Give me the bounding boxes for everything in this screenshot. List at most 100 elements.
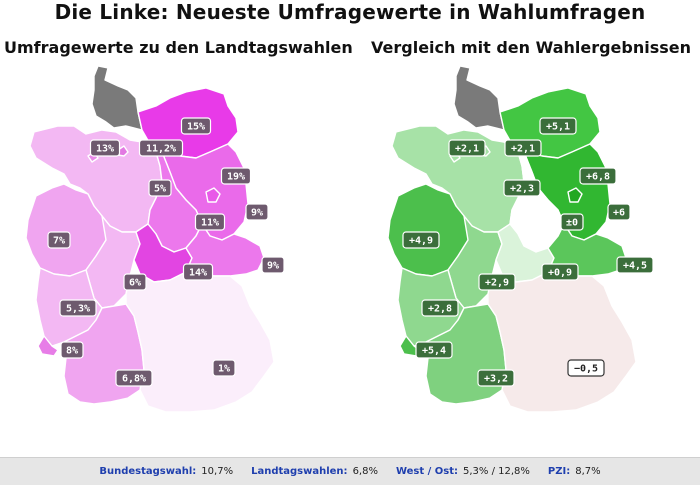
left-label-bremen: 11,2% [138,139,184,157]
left-label-sachsen: 9% [261,256,285,274]
right-label-text: +2,9 [485,278,509,289]
right-label-bg [560,213,584,231]
right-label-nordrhein-westfalen: +4,9 [402,231,440,249]
right-germany-map: +5,1 +2,1 +2,1 +2,3 +6,8 +6 ±0 +4,9 +2,9 +0,9 +4,5… [387,65,654,413]
right-label-bg [539,117,577,135]
right-label-hamburg: +2,1 [448,139,486,157]
right-label-text: +5,1 [546,122,570,133]
right-label-bg [415,341,453,359]
right-label-bremen: +2,1 [504,139,542,157]
right-label-bg [402,231,440,249]
left-label-text: 1% [218,364,230,375]
left-label-bg [245,203,269,221]
right-label-rheinland-pfalz: +2,8 [421,299,459,317]
left-label-bg [182,263,214,281]
left-label-baden-wuerttemberg: 6,8% [115,369,153,387]
right-label-niedersachsen: +2,3 [503,179,541,197]
right-label-text: +6,8 [586,172,610,183]
left-label-sachsen-anhalt: 11% [194,213,226,231]
left-label-bg [59,299,97,317]
footer-west-ost: West / Ost: 5,3% / 12,8% [396,466,530,477]
left-label-bayern: 1% [212,359,236,377]
left-state-berlin [205,187,221,203]
bundestagswahl-value: 10,7% [201,466,234,477]
right-label-bg [541,263,579,281]
landtagswahlen-value: 6,8% [352,466,378,477]
right-label-baden-wuerttemberg: +3,2 [477,369,515,387]
right-label-text: +0,9 [548,268,572,279]
right-label-bg [607,203,631,221]
left-label-bg [138,139,184,157]
right-state-bayern [487,271,637,413]
left-state-saarland [37,335,59,357]
right-state-schleswig-holstein [453,65,505,131]
pzi-label: PZI: [547,466,571,477]
right-label-mecklenburg-vorpommern: +5,1 [539,117,577,135]
left-map-subtitle: Umfragewerte zu den Landtagswahlen [4,38,353,57]
left-label-text: 14% [189,268,207,279]
right-state-berlin [567,187,583,203]
right-label-text: +2,1 [511,144,535,155]
right-label-bg [616,256,654,274]
right-label-text: +4,5 [623,261,647,272]
left-label-text: 5% [154,184,166,195]
left-state-bayern [125,271,275,413]
pzi-value: 8,7% [575,466,601,477]
right-label-bg [503,179,541,197]
left-label-thueringen: 14% [182,263,214,281]
left-label-bg [148,179,172,197]
left-label-text: 8% [66,346,78,357]
right-label-text: +4,9 [409,236,433,247]
right-label-text: +5,4 [422,346,446,357]
landtagswahlen-label: Landtagswahlen: [251,466,348,477]
left-label-hessen: 6% [123,273,147,291]
left-label-bg [60,341,84,359]
left-label-text: 6% [129,278,141,289]
left-label-hamburg: 13% [89,139,121,157]
right-label-text: +2,8 [428,304,452,315]
right-label-text: +2,3 [510,184,534,195]
left-label-bg [194,213,226,231]
left-label-text: 5,3% [66,304,90,315]
left-label-rheinland-pfalz: 5,3% [59,299,97,317]
right-label-bg [504,139,542,157]
right-map-subtitle: Vergleich mit den Wahlergebnissen [371,38,692,57]
left-label-text: 6,8% [122,374,146,385]
right-label-bg [478,273,516,291]
right-label-bayern: −0,5 [567,359,605,377]
left-label-text: 11,2% [146,144,176,155]
right-label-saarland: +5,4 [415,341,453,359]
footer-landtagswahlen: Landtagswahlen: 6,8% [251,466,378,477]
right-label-bg [421,299,459,317]
left-label-text: 13% [96,144,114,155]
left-label-bg [47,231,71,249]
right-label-bg [448,139,486,157]
left-label-bg [180,117,212,135]
left-label-niedersachsen: 5% [148,179,172,197]
right-label-hessen: +2,9 [478,273,516,291]
right-label-berlin: +6 [607,203,631,221]
right-label-brandenburg: +6,8 [579,167,617,185]
west-ost-label: West / Ost: [395,466,459,477]
right-label-sachsen-anhalt: ±0 [560,213,584,231]
right-label-sachsen: +4,5 [616,256,654,274]
left-label-bg [212,359,236,377]
left-label-bg [220,167,252,185]
right-label-bg [477,369,515,387]
bundestagswahl-label: Bundestagswahl: [99,466,197,477]
left-label-saarland: 8% [60,341,84,359]
left-label-text: 9% [251,208,263,219]
left-label-nordrhein-westfalen: 7% [47,231,71,249]
right-label-text: ±0 [566,218,578,229]
right-label-text: +2,1 [455,144,479,155]
left-label-text: 7% [53,236,65,247]
right-label-thueringen: +0,9 [541,263,579,281]
right-label-text: +3,2 [484,374,508,385]
page-title: Die Linke: Neueste Umfragewerte in Wahlu… [54,0,646,24]
right-label-text: +6 [613,208,625,219]
left-label-mecklenburg-vorpommern: 15% [180,117,212,135]
right-label-bg [567,359,605,377]
left-label-text: 11% [201,218,219,229]
west-ost-value: 5,3% / 12,8% [463,466,530,477]
left-germany-map: 15% 13% 11,2% 5% 19% 9% 11% 7% 6% 14% 9% 5,3% 8% 6,8%… [25,65,285,413]
